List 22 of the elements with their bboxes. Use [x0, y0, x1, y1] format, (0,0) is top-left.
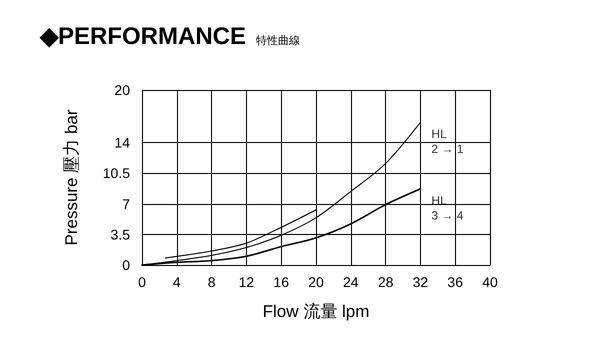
x-tick-label: 16: [273, 274, 290, 290]
y-tick-label: 0: [122, 257, 130, 273]
x-tick-label: 32: [412, 274, 428, 290]
x-tick-label: 40: [482, 274, 498, 290]
chart-title: ◆PERFORMANCE: [40, 23, 246, 50]
annotation: HL 2 → 1: [431, 126, 464, 156]
x-tick-label: 36: [447, 274, 464, 290]
x-tick-label: 24: [343, 274, 359, 290]
y-tick-label: 20: [114, 82, 130, 98]
x-tick-label: 0: [138, 274, 146, 290]
x-tick-label: 12: [238, 274, 254, 290]
x-axis-title: Flow 流量 lpm: [262, 302, 370, 321]
y-tick-label: 7: [122, 196, 130, 212]
y-tick-label: 10.5: [102, 165, 130, 182]
x-tick-label: 8: [208, 274, 216, 290]
y-tick-label: 3.5: [110, 226, 130, 242]
chart-subtitle: 特性曲線: [256, 34, 300, 47]
x-tick-label: 28: [378, 274, 394, 290]
x-tick-label: 4: [172, 274, 181, 290]
y-tick-label: 14: [114, 134, 130, 150]
y-axis-title: Pressure 壓力 bar: [62, 109, 81, 246]
x-tick-label: 20: [308, 274, 324, 290]
